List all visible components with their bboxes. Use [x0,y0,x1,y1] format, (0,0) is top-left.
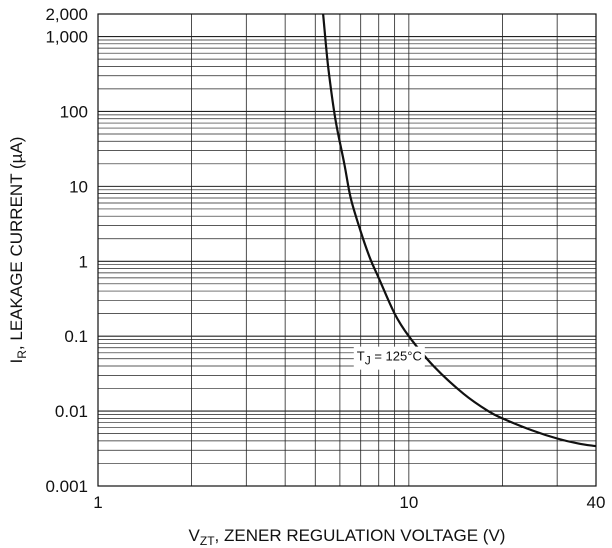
y-tick-label: 100 [60,102,88,121]
x-axis-symbol: V [189,526,201,545]
y-tick-label: 1 [79,252,88,271]
y-axis-text: , LEAKAGE CURRENT (µA) [7,137,26,351]
y-tick-labels: 0.001 0.01 0.1 1 10 100 1,000 2,000 [45,5,88,496]
annotation-text: = 125°C [371,349,422,364]
grid-lines [98,14,596,486]
y-tick-label: 0.01 [55,402,88,421]
plot-frame [97,13,597,487]
x-tick-labels: 1 10 40 [93,493,605,512]
y-axis-symbol: I [7,359,26,364]
annotation-subscript: J [365,354,371,368]
y-axis-subscript: R [15,350,29,359]
x-tick-label: 10 [399,493,418,512]
x-tick-label: 1 [93,493,102,512]
y-tick-label: 1,000 [45,28,88,47]
y-axis-label: IR, LEAKAGE CURRENT (µA) [7,137,29,364]
x-axis-subscript: ZT [200,534,215,548]
x-tick-label: 40 [587,493,606,512]
y-tick-label: 10 [69,177,88,196]
y-tick-label: 2,000 [45,5,88,24]
y-tick-label: 0.1 [64,327,88,346]
temperature-annotation: TJ = 125°C [353,346,425,370]
annotation-symbol: T [357,349,365,364]
series-line [322,13,597,448]
x-axis-label: VZT, ZENER REGULATION VOLTAGE (V) [189,526,506,548]
y-tick-label: 0.001 [45,477,88,496]
annotation-label: TJ = 125°C [357,349,422,368]
x-axis-text: , ZENER REGULATION VOLTAGE (V) [215,526,506,545]
annotation-box [353,346,425,370]
